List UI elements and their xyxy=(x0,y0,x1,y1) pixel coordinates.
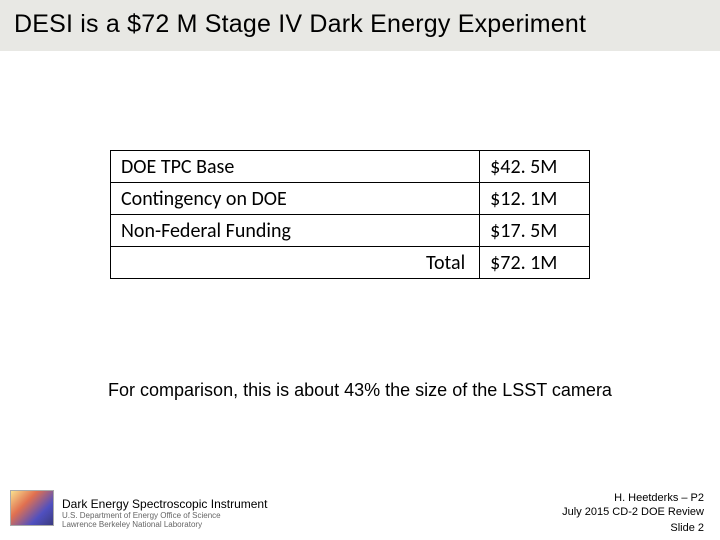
table-row: Contingency on DOE $12. 1M xyxy=(111,183,590,215)
budget-total-value: $72. 1M xyxy=(480,247,590,279)
slide: DESI is a $72 M Stage IV Dark Energy Exp… xyxy=(0,0,720,540)
budget-table: DOE TPC Base $42. 5M Contingency on DOE … xyxy=(110,150,590,279)
budget-row-label: Contingency on DOE xyxy=(111,183,480,215)
table-row: DOE TPC Base $42. 5M xyxy=(111,151,590,183)
budget-row-value: $42. 5M xyxy=(480,151,590,183)
budget-table-container: DOE TPC Base $42. 5M Contingency on DOE … xyxy=(110,150,590,279)
review-line: July 2015 CD-2 DOE Review xyxy=(562,506,704,518)
laboratory-line: Lawrence Berkeley National Laboratory xyxy=(62,521,267,530)
footer: Dark Energy Spectroscopic Instrument U.S… xyxy=(0,480,720,540)
slide-number: Slide 2 xyxy=(562,522,704,534)
table-row: Non-Federal Funding $17. 5M xyxy=(111,215,590,247)
table-total-row: Total $72. 1M xyxy=(111,247,590,279)
budget-row-label: DOE TPC Base xyxy=(111,151,480,183)
budget-row-value: $17. 5M xyxy=(480,215,590,247)
budget-row-label: Non-Federal Funding xyxy=(111,215,480,247)
desi-logo xyxy=(10,490,54,526)
footer-right-text: H. Heetderks – P2 July 2015 CD-2 DOE Rev… xyxy=(562,492,704,534)
footer-left-text: Dark Energy Spectroscopic Instrument U.S… xyxy=(62,497,267,530)
author-line: H. Heetderks – P2 xyxy=(562,492,704,504)
comparison-text: For comparison, this is about 43% the si… xyxy=(0,380,720,401)
budget-total-label: Total xyxy=(111,247,480,279)
budget-row-value: $12. 1M xyxy=(480,183,590,215)
title-bar: DESI is a $72 M Stage IV Dark Energy Exp… xyxy=(0,0,720,51)
instrument-title: Dark Energy Spectroscopic Instrument xyxy=(62,497,267,511)
slide-title: DESI is a $72 M Stage IV Dark Energy Exp… xyxy=(14,10,706,39)
